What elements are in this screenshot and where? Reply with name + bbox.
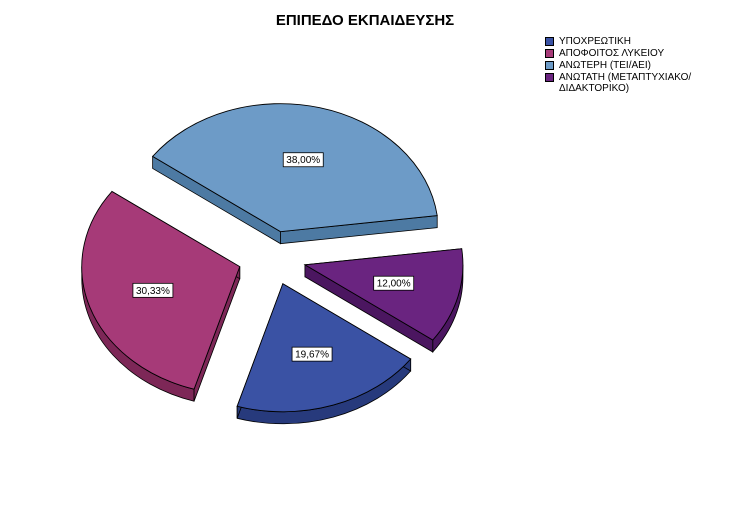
legend-swatch	[545, 37, 554, 46]
legend-label: ΥΠΟΧΡΕΩΤΙΚΗ	[559, 36, 631, 47]
legend: ΥΠΟΧΡΕΩΤΙΚΗ ΑΠΟΦΟΙΤΟΣ ΛΥΚΕΙΟΥ ΑΝΩΤΕΡΗ (ΤΕΙ…	[545, 36, 725, 95]
legend-label: ΑΝΩΤΑΤΗ (ΜΕΤΑΠΤΥΧΙΑΚΟ/ΔΙΔΑΚΤΟΡΙΚΟ)	[559, 72, 692, 94]
legend-swatch	[545, 49, 554, 58]
data-label-box	[291, 346, 333, 362]
data-label-box	[373, 275, 415, 291]
legend-swatch	[545, 73, 554, 82]
legend-label: ΑΝΩΤΕΡΗ (ΤΕΙ/ΑΕΙ)	[559, 60, 651, 71]
legend-item: ΥΠΟΧΡΕΩΤΙΚΗ	[545, 36, 725, 47]
chart-title: ΕΠΙΠΕΔΟ ΕΚΠΑΙΔΕΥΣΗΣ	[275, 12, 455, 29]
data-label-box	[282, 152, 324, 168]
legend-label: ΑΠΟΦΟΙΤΟΣ ΛΥΚΕΙΟΥ	[559, 48, 665, 59]
data-label-box	[132, 282, 174, 298]
pie-slice	[151, 103, 438, 233]
data-label: 19,67%	[295, 350, 329, 361]
data-label: 12,00%	[377, 279, 411, 290]
legend-item: ΑΝΩΤΑΤΗ (ΜΕΤΑΠΤΥΧΙΑΚΟ/ΔΙΔΑΚΤΟΡΙΚΟ)	[545, 72, 725, 94]
pie-slice	[303, 248, 464, 341]
legend-swatch	[545, 61, 554, 70]
legend-item: ΑΝΩΤΕΡΗ (ΤΕΙ/ΑΕΙ)	[545, 60, 725, 71]
legend-item: ΑΠΟΦΟΙΤΟΣ ΛΥΚΕΙΟΥ	[545, 48, 725, 59]
data-label: 30,33%	[136, 286, 170, 297]
data-label: 38,00%	[286, 155, 320, 166]
